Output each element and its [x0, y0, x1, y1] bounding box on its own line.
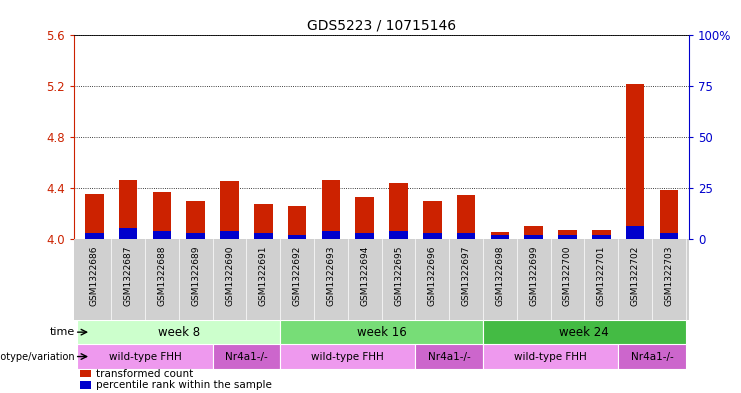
Bar: [558, 230, 576, 239]
Text: GSM1322691: GSM1322691: [259, 245, 268, 306]
Text: GSM1322703: GSM1322703: [665, 245, 674, 306]
Text: GSM1322701: GSM1322701: [597, 245, 606, 306]
Text: GSM1322695: GSM1322695: [394, 245, 403, 306]
Bar: [322, 231, 340, 239]
Bar: [288, 206, 307, 239]
Bar: [213, 344, 280, 369]
Text: week 8: week 8: [158, 326, 200, 339]
Text: transformed count: transformed count: [96, 369, 193, 379]
Text: Nr4a1-/-: Nr4a1-/-: [428, 352, 471, 362]
Bar: [659, 190, 678, 239]
Text: GSM1322702: GSM1322702: [631, 245, 639, 305]
Bar: [187, 200, 205, 239]
Bar: [254, 233, 273, 239]
Text: Nr4a1-/-: Nr4a1-/-: [225, 352, 268, 362]
Bar: [625, 226, 645, 239]
Text: Nr4a1-/-: Nr4a1-/-: [631, 352, 674, 362]
Bar: [456, 233, 476, 239]
Bar: [78, 320, 280, 344]
Text: GSM1322700: GSM1322700: [563, 245, 572, 306]
Text: GSM1322690: GSM1322690: [225, 245, 234, 306]
Bar: [659, 233, 678, 239]
Text: GSM1322698: GSM1322698: [496, 245, 505, 306]
Bar: [525, 226, 543, 239]
Bar: [220, 231, 239, 239]
Text: wild-type FHH: wild-type FHH: [311, 352, 384, 362]
Bar: [322, 180, 340, 239]
Bar: [78, 344, 213, 369]
Text: GSM1322686: GSM1322686: [90, 245, 99, 306]
Text: GSM1322688: GSM1322688: [157, 245, 167, 306]
Bar: [85, 233, 104, 239]
Bar: [491, 235, 509, 239]
Bar: [389, 183, 408, 239]
Text: wild-type FHH: wild-type FHH: [514, 352, 587, 362]
Bar: [483, 344, 618, 369]
Bar: [85, 194, 104, 239]
Bar: [80, 381, 91, 389]
Bar: [153, 192, 171, 239]
Text: percentile rank within the sample: percentile rank within the sample: [96, 380, 271, 390]
Bar: [356, 197, 374, 239]
Text: wild-type FHH: wild-type FHH: [109, 352, 182, 362]
Bar: [220, 182, 239, 239]
Text: week 24: week 24: [559, 326, 609, 339]
Bar: [280, 344, 416, 369]
Bar: [389, 231, 408, 239]
Bar: [592, 235, 611, 239]
Bar: [153, 231, 171, 239]
Bar: [254, 204, 273, 239]
Text: GSM1322687: GSM1322687: [124, 245, 133, 306]
Text: genotype/variation: genotype/variation: [0, 352, 75, 362]
Bar: [525, 235, 543, 239]
Bar: [618, 344, 685, 369]
Bar: [456, 195, 476, 239]
Bar: [592, 230, 611, 239]
Bar: [119, 180, 138, 239]
Text: GSM1322693: GSM1322693: [327, 245, 336, 306]
Text: GSM1322689: GSM1322689: [191, 245, 200, 306]
Text: GSM1322697: GSM1322697: [462, 245, 471, 306]
Text: time: time: [50, 327, 75, 337]
Bar: [416, 344, 483, 369]
Bar: [483, 320, 685, 344]
Text: GSM1322696: GSM1322696: [428, 245, 436, 306]
Text: GSM1322692: GSM1322692: [293, 245, 302, 305]
Text: GSM1322694: GSM1322694: [360, 245, 369, 305]
Bar: [558, 235, 576, 239]
Bar: [119, 228, 138, 239]
Title: GDS5223 / 10715146: GDS5223 / 10715146: [307, 19, 456, 33]
Text: week 16: week 16: [356, 326, 407, 339]
Bar: [356, 233, 374, 239]
Bar: [80, 370, 91, 378]
Bar: [187, 233, 205, 239]
Bar: [625, 84, 645, 239]
Bar: [288, 235, 307, 239]
Bar: [280, 320, 483, 344]
Bar: [423, 233, 442, 239]
Bar: [491, 232, 509, 239]
Text: GSM1322699: GSM1322699: [529, 245, 538, 306]
Bar: [423, 200, 442, 239]
